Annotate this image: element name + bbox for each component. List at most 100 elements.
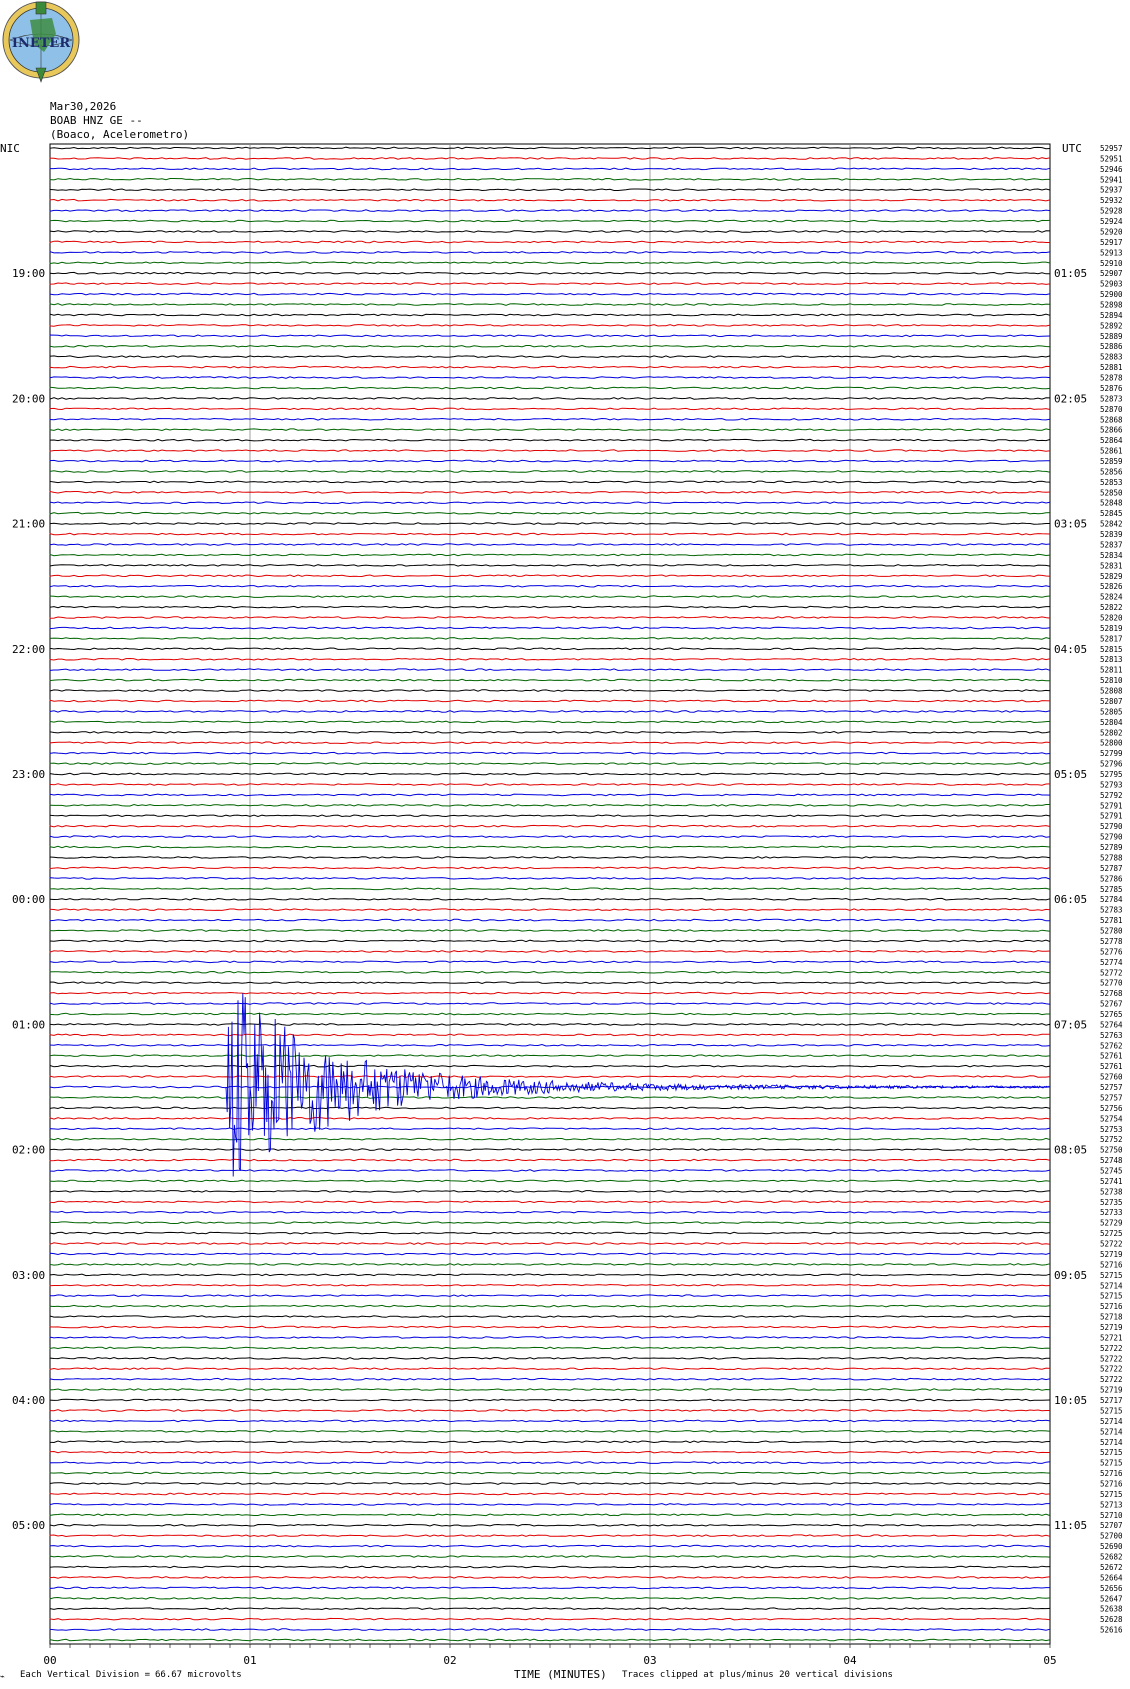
trace-line xyxy=(49,751,1051,755)
trace-line xyxy=(49,365,1051,369)
trace-value-label: 52715 xyxy=(1100,1271,1123,1280)
trace-value-label: 52868 xyxy=(1100,415,1123,424)
trace-line xyxy=(49,261,1051,265)
plot-labels: 00 01 02 03 04 055295752951529465294152937529… xyxy=(0,142,1123,1667)
trace-value-label: 52819 xyxy=(1100,624,1123,633)
trace-line xyxy=(49,355,1051,359)
trace-line xyxy=(49,1596,1051,1600)
trace-line xyxy=(49,1429,1051,1433)
trace-value-label: 52878 xyxy=(1100,374,1123,383)
right-hour-label: 08:05 xyxy=(1054,1144,1087,1157)
trace-line xyxy=(49,1419,1051,1423)
station-label: BOAB HNZ GE -- xyxy=(50,114,143,127)
trace-value-label: 52804 xyxy=(1100,718,1123,727)
trace-value-label: 52729 xyxy=(1100,1219,1123,1228)
trace-line xyxy=(49,1263,1051,1266)
trace-line xyxy=(49,230,1051,233)
trace-line xyxy=(49,480,1051,484)
trace-line xyxy=(49,605,1050,609)
trace-value-label: 52898 xyxy=(1100,301,1123,310)
trace-line xyxy=(49,1450,1050,1454)
trace-value-label: 52859 xyxy=(1100,457,1123,466)
trace-value-label: 52824 xyxy=(1100,593,1123,602)
trace-line xyxy=(49,1169,1051,1172)
trace-value-label: 52722 xyxy=(1100,1240,1123,1249)
trace-value-label: 52817 xyxy=(1100,634,1123,643)
trace-value-label: 52886 xyxy=(1100,342,1123,351)
trace-line xyxy=(49,1064,1051,1068)
trace-line xyxy=(49,793,1051,797)
trace-value-label: 52722 xyxy=(1100,1365,1123,1374)
trace-value-label: 52722 xyxy=(1100,1344,1123,1353)
trace-line xyxy=(49,553,1051,557)
trace-value-label: 52716 xyxy=(1100,1302,1123,1311)
trace-line xyxy=(49,271,1050,275)
trace-line xyxy=(49,720,1051,724)
trace-value-label: 52715 xyxy=(1100,1490,1123,1499)
trace-value-label: 52714 xyxy=(1100,1427,1123,1436)
trace-value-label: 52722 xyxy=(1100,1354,1123,1363)
left-hour-label: 03:00 xyxy=(12,1269,45,1282)
left-hour-label: 05:00 xyxy=(12,1519,45,1532)
trace-value-label: 52791 xyxy=(1100,801,1123,810)
trace-value-label: 52682 xyxy=(1100,1553,1123,1562)
trace-line xyxy=(49,595,1051,598)
trace-line xyxy=(49,657,1051,661)
trace-value-label: 52951 xyxy=(1100,154,1123,163)
event-signal xyxy=(225,993,1050,1177)
plot-grid xyxy=(49,143,1051,1648)
trace-value-label: 52866 xyxy=(1100,426,1123,435)
trace-value-label: 52717 xyxy=(1100,1396,1123,1405)
trace-line xyxy=(49,417,1051,421)
trace-line xyxy=(49,470,1051,473)
trace-line xyxy=(49,835,1051,838)
trace-value-label: 52757 xyxy=(1100,1083,1123,1092)
trace-value-label: 52864 xyxy=(1100,436,1123,445)
trace-line xyxy=(49,668,1051,672)
trace-line xyxy=(49,1555,1051,1558)
corner-mark: ⌁ xyxy=(0,1672,5,1681)
trace-value-label: 52647 xyxy=(1100,1594,1123,1603)
trace-line xyxy=(49,991,1051,995)
trace-value-label: 52735 xyxy=(1100,1198,1123,1207)
trace-line xyxy=(49,240,1050,244)
trace-value-label: 52785 xyxy=(1100,885,1123,894)
trace-line xyxy=(49,511,1051,515)
trace-line xyxy=(49,1607,1051,1611)
trace-value-label: 52920 xyxy=(1100,227,1123,236)
trace-value-label: 52738 xyxy=(1100,1187,1123,1196)
trace-line xyxy=(49,292,1051,296)
trace-line xyxy=(49,678,1050,682)
trace-line xyxy=(49,887,1051,891)
trace-line xyxy=(49,1336,1051,1339)
trace-value-label: 52716 xyxy=(1100,1479,1123,1488)
location-label: (Boaco, Acelerometro) xyxy=(50,128,190,141)
trace-line xyxy=(49,1200,1051,1204)
trace-line xyxy=(49,198,1051,202)
trace-value-label: 52628 xyxy=(1100,1615,1123,1624)
trace-line xyxy=(49,532,1051,536)
trace-value-label: 52870 xyxy=(1100,405,1123,414)
trace-value-label: 52881 xyxy=(1100,363,1123,372)
trace-value-label: 52760 xyxy=(1100,1073,1123,1082)
trace-line xyxy=(49,1565,1051,1569)
trace-value-label: 52839 xyxy=(1100,530,1123,539)
trace-value-label: 52774 xyxy=(1100,958,1123,967)
trace-value-label: 52807 xyxy=(1100,697,1123,706)
trace-line xyxy=(49,219,1051,223)
trace-line xyxy=(49,563,1051,567)
trace-value-label: 52715 xyxy=(1100,1448,1123,1457)
trace-value-label: 52719 xyxy=(1100,1250,1123,1259)
trace-line xyxy=(49,209,1051,212)
trace-line xyxy=(49,626,1051,630)
trace-value-label: 52764 xyxy=(1100,1020,1123,1029)
trace-line xyxy=(49,1075,1051,1078)
trace-line xyxy=(49,1523,1051,1527)
trace-value-label: 52672 xyxy=(1100,1563,1123,1572)
trace-line xyxy=(49,584,1051,588)
trace-line xyxy=(49,438,1051,442)
trace-value-label: 52722 xyxy=(1100,1375,1123,1384)
earthquake-waveform xyxy=(225,993,1050,1177)
trace-line xyxy=(49,1513,1051,1517)
trace-value-label: 52810 xyxy=(1100,676,1123,685)
